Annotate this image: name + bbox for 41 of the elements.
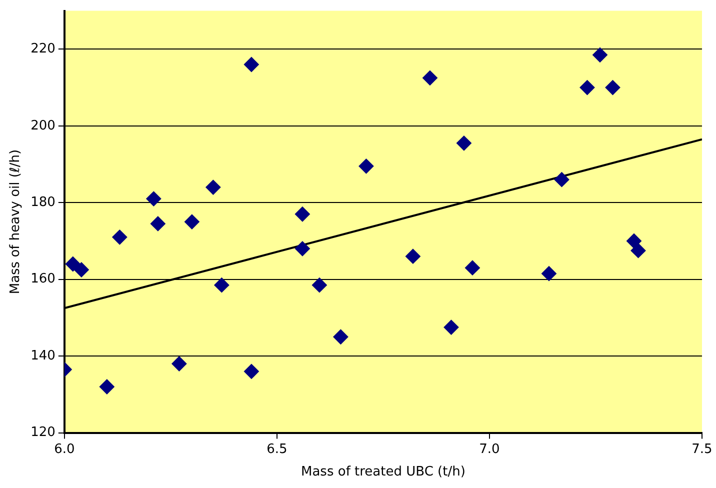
y-tick-label: 140	[30, 348, 56, 364]
point	[456, 136, 472, 151]
point	[444, 320, 459, 335]
point	[333, 329, 348, 344]
y-tick-label: 160	[30, 272, 56, 287]
x-tick-label: 7.5	[692, 442, 712, 457]
y-tick-label: 120	[30, 425, 56, 440]
point	[99, 379, 114, 394]
point	[214, 278, 230, 293]
point	[405, 248, 420, 264]
x-tick-label: 7.0	[479, 442, 500, 457]
y-tick-label: 200	[30, 118, 56, 134]
point	[65, 256, 80, 272]
x-tick-label: 6.0	[54, 442, 75, 457]
point	[541, 266, 556, 282]
y-axis-title: Mass of heavy oil (ℓ/h)	[8, 149, 24, 294]
point	[294, 241, 310, 256]
point	[605, 80, 620, 96]
point	[184, 214, 200, 230]
point	[592, 47, 608, 62]
point	[172, 356, 187, 372]
x-tick-label: 6.5	[266, 442, 288, 457]
point	[244, 364, 259, 379]
point	[294, 206, 310, 222]
point	[74, 262, 89, 278]
point	[626, 233, 642, 248]
point	[112, 230, 128, 245]
point	[206, 180, 221, 195]
y-tick-label: 180	[30, 194, 56, 210]
point	[244, 57, 259, 72]
point	[464, 260, 480, 276]
point	[150, 216, 166, 232]
x-axis-title: Mass of treated UBC (t/h)	[301, 464, 466, 480]
point	[422, 70, 438, 86]
point	[630, 243, 646, 258]
point	[146, 191, 162, 206]
point	[358, 158, 374, 174]
point	[580, 80, 595, 96]
y-tick-label: 220	[30, 42, 56, 57]
point	[312, 278, 327, 293]
point	[554, 172, 570, 188]
